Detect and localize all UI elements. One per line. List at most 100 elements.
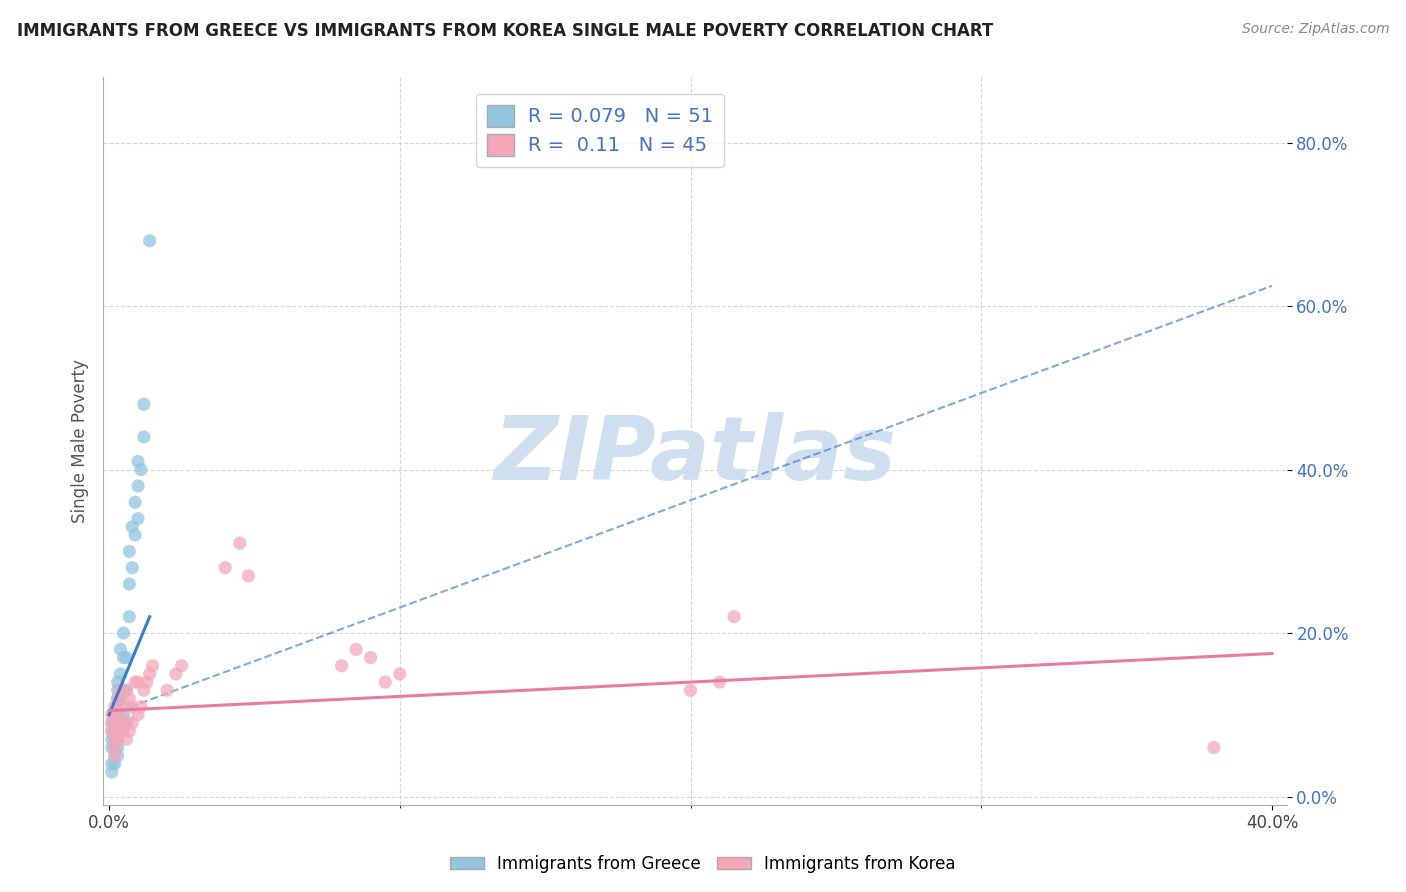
Point (124, 675, 146, 690)
Point (104, 732, 127, 747)
Point (1202, 740, 1225, 755)
Point (107, 675, 129, 690)
Point (156, 683, 179, 698)
Point (115, 650, 138, 665)
Point (112, 683, 135, 698)
Point (107, 715, 129, 730)
Point (104, 756, 127, 771)
Point (110, 724, 132, 739)
Point (104, 707, 127, 722)
Point (101, 764, 124, 779)
Point (229, 536, 252, 550)
Point (107, 732, 129, 747)
Point (124, 495, 146, 509)
Point (723, 609, 745, 624)
Point (107, 691, 129, 706)
Point (110, 691, 132, 706)
Point (214, 560, 236, 574)
Point (104, 715, 127, 730)
Point (344, 642, 367, 657)
Point (107, 748, 129, 763)
Point (142, 658, 165, 673)
Text: Source: ZipAtlas.com: Source: ZipAtlas.com (1241, 22, 1389, 37)
Point (101, 715, 124, 730)
Point (107, 732, 129, 747)
Point (104, 740, 127, 755)
Point (121, 560, 143, 574)
Point (101, 715, 124, 730)
Point (110, 724, 132, 739)
Point (132, 683, 155, 698)
Point (238, 569, 260, 583)
Point (104, 724, 127, 739)
Point (110, 667, 132, 681)
Legend: R = 0.079   N = 51, R =  0.11   N = 45: R = 0.079 N = 51, R = 0.11 N = 45 (477, 94, 724, 167)
Point (129, 463, 152, 477)
Point (121, 699, 143, 714)
Point (127, 454, 149, 468)
Point (101, 740, 124, 755)
Point (115, 732, 138, 747)
Point (112, 699, 135, 714)
Point (107, 707, 129, 722)
Point (101, 707, 124, 722)
Point (709, 675, 731, 690)
Point (101, 732, 124, 747)
Point (127, 707, 149, 722)
Point (121, 715, 143, 730)
Point (330, 658, 353, 673)
Point (118, 544, 141, 558)
Point (127, 479, 149, 493)
Point (138, 234, 160, 248)
Point (107, 683, 129, 698)
Point (101, 724, 124, 739)
Point (118, 724, 141, 739)
Point (129, 699, 152, 714)
Point (112, 707, 135, 722)
Point (112, 724, 135, 739)
Point (374, 675, 396, 690)
Point (124, 528, 146, 542)
Point (360, 650, 382, 665)
Text: ZIPatlas: ZIPatlas (494, 412, 897, 500)
Point (107, 691, 129, 706)
Point (170, 658, 193, 673)
Point (138, 667, 160, 681)
Point (112, 626, 135, 640)
Point (115, 715, 138, 730)
Point (112, 715, 135, 730)
Point (107, 724, 129, 739)
Point (115, 715, 138, 730)
Legend: Immigrants from Greece, Immigrants from Korea: Immigrants from Greece, Immigrants from … (444, 848, 962, 880)
Point (107, 715, 129, 730)
Point (132, 430, 155, 444)
Point (118, 691, 141, 706)
Point (101, 756, 124, 771)
Point (110, 707, 132, 722)
Y-axis label: Single Male Poverty: Single Male Poverty (72, 359, 89, 523)
Point (110, 683, 132, 698)
Point (127, 675, 149, 690)
Point (104, 699, 127, 714)
Text: IMMIGRANTS FROM GREECE VS IMMIGRANTS FROM KOREA SINGLE MALE POVERTY CORRELATION : IMMIGRANTS FROM GREECE VS IMMIGRANTS FRO… (17, 22, 993, 40)
Point (679, 683, 702, 698)
Point (127, 511, 149, 525)
Point (112, 650, 135, 665)
Point (135, 675, 157, 690)
Point (388, 667, 411, 681)
Point (107, 699, 129, 714)
Point (104, 740, 127, 755)
Point (165, 667, 187, 681)
Point (104, 732, 127, 747)
Point (118, 609, 141, 624)
Point (107, 732, 129, 747)
Point (107, 740, 129, 755)
Point (115, 683, 138, 698)
Point (115, 683, 138, 698)
Point (101, 724, 124, 739)
Point (132, 397, 155, 411)
Point (104, 732, 127, 747)
Point (121, 520, 143, 534)
Point (104, 748, 127, 763)
Point (104, 748, 127, 763)
